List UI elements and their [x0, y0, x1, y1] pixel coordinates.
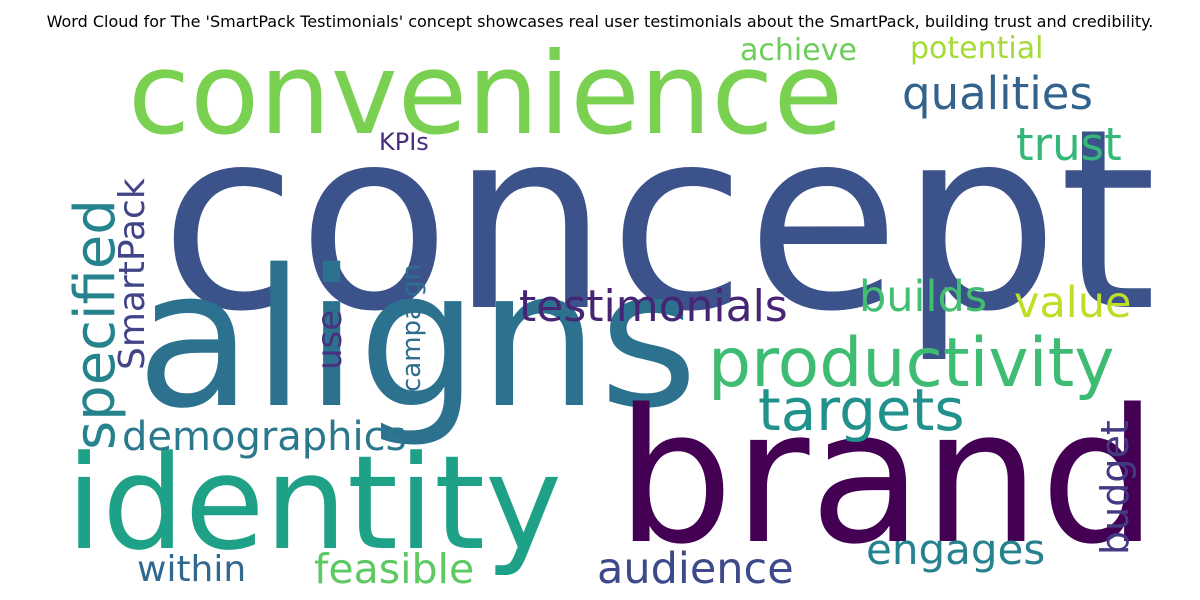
- word-value: value: [1014, 278, 1132, 328]
- word-builds: builds: [859, 272, 988, 322]
- word-use: use: [310, 309, 350, 370]
- word-smartpack: SmartPack: [112, 178, 153, 370]
- word-kpis: KPIs: [379, 128, 429, 156]
- word-identity: identity: [66, 427, 563, 579]
- word-campaign: campaign: [397, 263, 427, 392]
- word-targets: targets: [758, 376, 965, 444]
- word-brand: brand: [616, 369, 1158, 585]
- word-productivity: productivity: [708, 324, 1115, 403]
- word-achieve: achieve: [740, 33, 857, 68]
- word-concept: concept: [160, 75, 1157, 366]
- word-engages: engages: [866, 525, 1046, 574]
- word-budget: budget: [1093, 420, 1137, 555]
- word-feasible: feasible: [314, 545, 475, 593]
- word-convenience: convenience: [128, 28, 844, 160]
- word-audience: audience: [597, 544, 794, 594]
- word-demographics: demographics: [122, 414, 407, 460]
- word-aligns: aligns: [136, 229, 699, 450]
- word-testimonials: testimonials: [519, 281, 788, 332]
- word-qualities: qualities: [902, 67, 1093, 120]
- chart-title: Word Cloud for The 'SmartPack Testimonia…: [46, 12, 1154, 31]
- word-trust: trust: [1016, 118, 1122, 171]
- word-potential: potential: [910, 31, 1044, 66]
- word-within: within: [137, 549, 247, 590]
